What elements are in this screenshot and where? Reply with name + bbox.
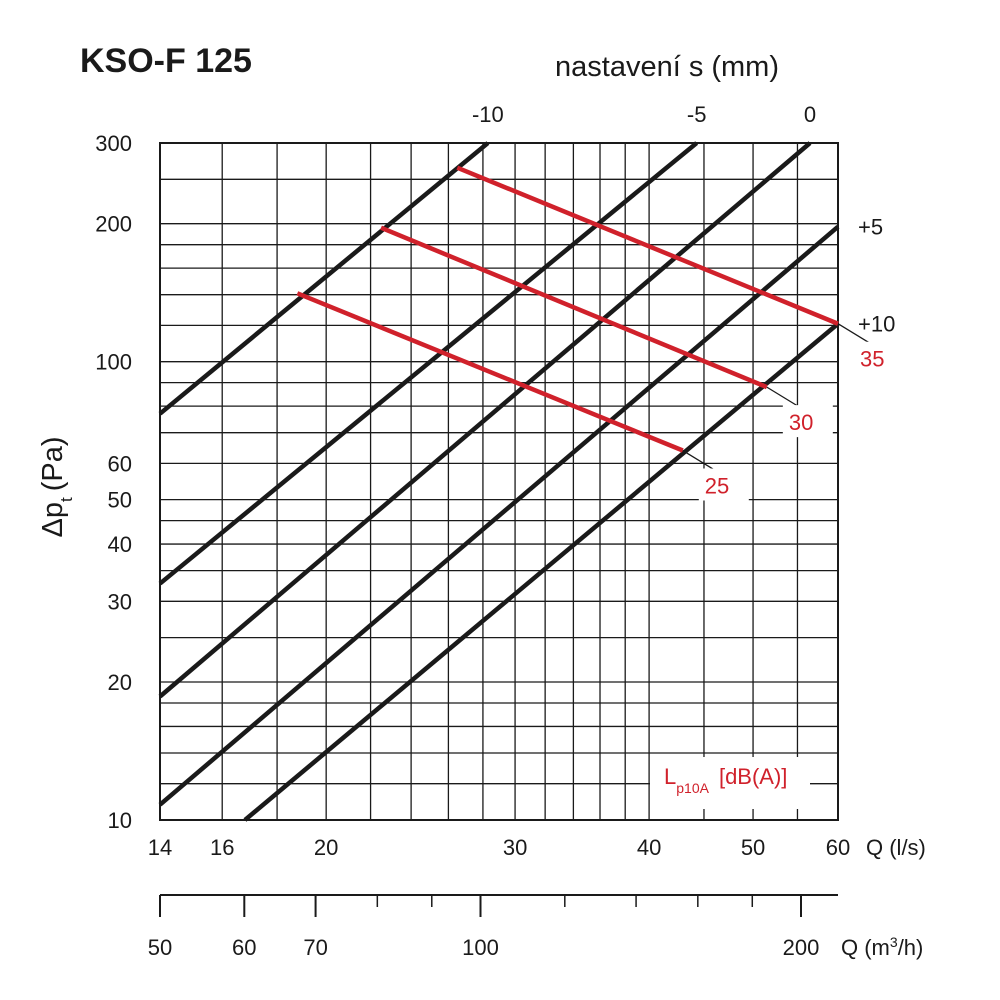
- x-tick-label: 16: [210, 835, 234, 860]
- plot-frame: [159, 142, 839, 821]
- x-tick-label: 40: [637, 835, 661, 860]
- x-tick-label: 14: [148, 835, 172, 860]
- noise-curves: 35 30 25: [296, 165, 904, 501]
- y-tick-label: 200: [95, 212, 132, 237]
- y-tick-label: 60: [108, 451, 132, 476]
- noise-label-bg: [854, 341, 904, 374]
- noise-label: 30: [789, 410, 813, 435]
- setting-label: +10: [858, 312, 895, 337]
- x-tick-label: 50: [741, 835, 765, 860]
- setting-line: [243, 322, 840, 822]
- secondary-x-axis: 50 60 70 100 200: [148, 894, 838, 960]
- noise-legend-box: [650, 757, 810, 809]
- tick-labels: 14 16 20 30 40 50 60 10 20 30 40 50 60 100 200 300: [95, 131, 850, 860]
- y-axis-label: Δpt(Pa): [37, 436, 76, 537]
- noise-label: 25: [705, 474, 729, 499]
- noise-line: [380, 225, 768, 390]
- y-tick-label: 300: [95, 131, 132, 156]
- y-tick-label: 10: [108, 808, 132, 833]
- chart-title: KSO-F 125: [80, 42, 252, 80]
- setting-label: 0: [804, 102, 816, 127]
- y-tick-label: 30: [108, 589, 132, 614]
- noise-label-bg: [782, 405, 833, 438]
- noise-legend: Lp10A [dB(A)]: [664, 764, 787, 796]
- top-axis-label: nastavení s (mm): [555, 51, 779, 83]
- x2-axis-label: Q (m3/h): [841, 934, 923, 960]
- y-tick-label: 40: [108, 532, 132, 557]
- y-tick-label: 100: [95, 350, 132, 375]
- setting-label: -5: [687, 102, 707, 127]
- setting-line: [158, 141, 812, 699]
- setting-label: -10: [472, 102, 504, 127]
- setting-line: [158, 141, 699, 586]
- noise-label-bg: [698, 468, 749, 501]
- setting-line: [158, 141, 490, 416]
- noise-line: [456, 165, 839, 326]
- x2-tick-label: 60: [232, 935, 256, 960]
- setting-line: [158, 225, 840, 807]
- x2-tick-label: 50: [148, 935, 172, 960]
- setting-curves: -10 -5 0 +5 +10: [158, 102, 895, 822]
- y-tick-label: 50: [108, 488, 132, 513]
- x-axis-label: Q (l/s): [866, 835, 926, 860]
- setting-label: +5: [858, 215, 883, 240]
- x2-tick-label: 70: [303, 935, 327, 960]
- x-tick-label: 20: [314, 835, 338, 860]
- plot-grid: [159, 142, 839, 821]
- x2-tick-label: 200: [783, 935, 820, 960]
- y-tick-label: 20: [108, 670, 132, 695]
- x-tick-label: 30: [503, 835, 527, 860]
- noise-line: [296, 291, 684, 453]
- x2-tick-label: 100: [462, 935, 499, 960]
- noise-label: 35: [860, 347, 884, 372]
- x-tick-label: 60: [826, 835, 850, 860]
